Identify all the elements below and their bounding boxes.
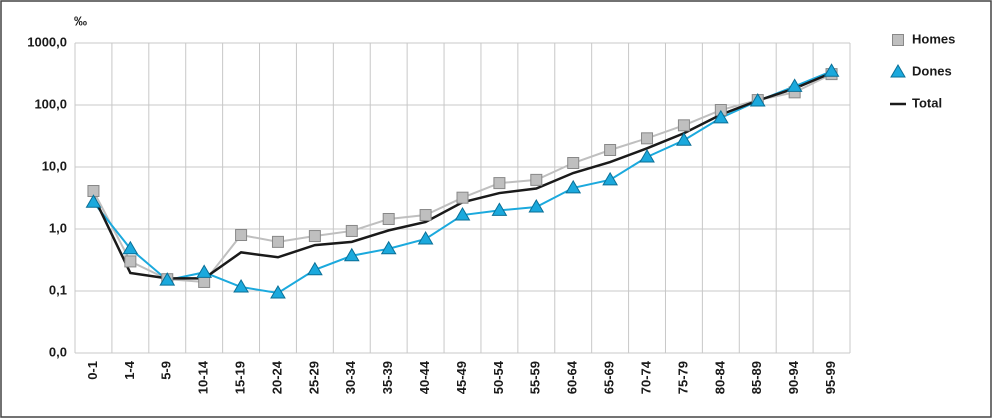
- square-marker: [345, 224, 358, 237]
- triangle-marker: [196, 264, 213, 278]
- square-marker: [530, 173, 543, 186]
- x-tick-label: 95-99: [823, 361, 838, 394]
- square-marker: [198, 275, 211, 288]
- x-tick-label: 55-59: [528, 361, 543, 394]
- y-unit: ‰: [74, 13, 87, 28]
- square-marker: [892, 34, 904, 46]
- triangle-marker: [528, 199, 545, 213]
- triangle-marker: [343, 247, 360, 262]
- square-marker: [567, 157, 580, 170]
- x-tick-label: 5-9: [159, 361, 174, 380]
- triangle-marker: [712, 109, 729, 124]
- legend-label: Dones: [912, 63, 952, 78]
- triangle-marker: [380, 240, 397, 255]
- square-marker: [456, 191, 469, 204]
- square-marker: [235, 229, 248, 242]
- triangle-marker: [786, 78, 803, 92]
- triangle-marker: [639, 149, 655, 163]
- x-tick-label: 35-39: [380, 361, 395, 394]
- triangle-marker: [823, 63, 840, 77]
- y-tick-label: 10,0: [42, 158, 67, 173]
- y-tick-label: 1,0: [49, 220, 67, 235]
- triangle-marker: [749, 93, 766, 107]
- y-tick-label: 1000,0: [27, 34, 67, 49]
- x-tick-label: 50-54: [491, 360, 506, 394]
- square-marker: [308, 230, 321, 243]
- x-tick-label: 40-44: [417, 360, 432, 394]
- x-tick-label: 75-79: [675, 361, 690, 394]
- x-tick-label: 0-1: [85, 361, 100, 380]
- y-tick-label: 0,0: [49, 344, 67, 359]
- x-tick-label: 90-94: [786, 360, 801, 394]
- square-marker: [677, 119, 690, 132]
- triangle-marker: [307, 261, 323, 276]
- x-tick-label: 65-69: [602, 361, 617, 394]
- square-marker: [124, 255, 137, 268]
- x-tick-label: 10-14: [196, 360, 211, 394]
- y-tick-label: 100,0: [34, 96, 67, 111]
- triangle-marker: [890, 64, 906, 78]
- triangle-marker: [565, 179, 582, 194]
- x-tick-label: 80-84: [712, 360, 727, 394]
- triangle-marker: [85, 194, 102, 208]
- square-marker: [604, 144, 617, 157]
- triangle-marker: [233, 279, 249, 293]
- y-tick-label: 0,1: [49, 282, 67, 297]
- legend-label: Homes: [912, 31, 955, 46]
- x-tick-label: 15-19: [233, 361, 248, 394]
- triangle-marker: [122, 240, 139, 255]
- legend-label: Total: [912, 95, 942, 110]
- x-tick-label: 45-49: [454, 361, 469, 394]
- triangle-marker: [454, 207, 471, 221]
- x-tick-label: 85-89: [749, 361, 764, 394]
- x-tick-label: 60-64: [565, 360, 580, 394]
- triangle-marker: [159, 272, 176, 286]
- square-marker: [382, 212, 395, 225]
- x-tick-label: 30-34: [343, 360, 358, 394]
- triangle-marker: [676, 132, 692, 146]
- square-marker: [271, 235, 284, 248]
- square-marker: [641, 132, 654, 145]
- triangle-marker: [491, 202, 508, 216]
- triangle-marker: [270, 284, 286, 299]
- x-tick-label: 25-29: [306, 361, 321, 394]
- x-tick-label: 20-24: [269, 360, 284, 394]
- x-tick-label: 70-74: [638, 360, 653, 394]
- triangle-marker: [602, 171, 618, 186]
- x-tick-label: 1-4: [122, 360, 137, 380]
- square-marker: [493, 177, 506, 190]
- square-marker: [419, 209, 432, 222]
- triangle-marker: [417, 230, 434, 245]
